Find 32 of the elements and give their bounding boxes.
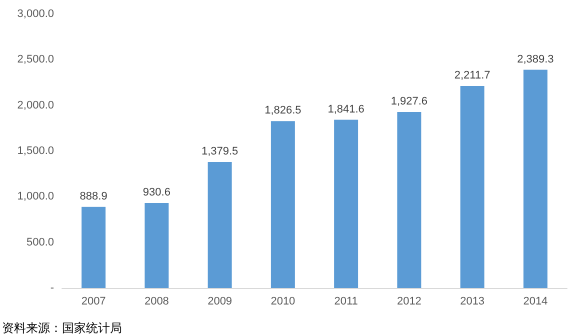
data-label: 1,379.5 bbox=[201, 146, 238, 158]
text: 资料来源：国家统计局 bbox=[2, 321, 122, 335]
data-label: 2,211.7 bbox=[454, 70, 490, 82]
bar bbox=[208, 162, 232, 288]
y-tick-label: 1,500.0 bbox=[17, 145, 54, 157]
x-tick-label: 2008 bbox=[144, 296, 169, 308]
bar bbox=[82, 206, 106, 288]
data-label: 930.6 bbox=[142, 186, 170, 199]
y-tick-label: - bbox=[50, 282, 54, 294]
data-label: 1,841.6 bbox=[328, 103, 364, 116]
x-tick-label: 2009 bbox=[208, 296, 232, 308]
bar bbox=[460, 86, 484, 288]
x-tick-label: 2012 bbox=[396, 296, 422, 308]
x-tick-label: 2007 bbox=[81, 296, 106, 308]
x-tick-label: 2014 bbox=[523, 296, 548, 308]
bar bbox=[523, 70, 548, 288]
data-label: 1,927.6 bbox=[390, 95, 428, 108]
data-label: 888.9 bbox=[80, 190, 108, 202]
x-tick-label: 2011 bbox=[334, 296, 358, 308]
x-tick-label: 2013 bbox=[460, 296, 485, 308]
y-tick-label: 2,500.0 bbox=[17, 54, 54, 66]
bar bbox=[270, 121, 295, 288]
bar bbox=[334, 120, 358, 288]
y-tick-label: 1,000.0 bbox=[17, 190, 54, 203]
x-tick-label: 2010 bbox=[270, 296, 296, 308]
y-tick-label: 2,000.0 bbox=[17, 99, 54, 112]
data-label: 1,826.5 bbox=[264, 104, 302, 117]
bar bbox=[397, 112, 422, 288]
y-tick-label: 500.0 bbox=[26, 236, 54, 248]
y-tick-label: 3,000.0 bbox=[17, 8, 54, 20]
bar bbox=[144, 203, 169, 288]
data-label: 2,389.3 bbox=[517, 53, 554, 66]
